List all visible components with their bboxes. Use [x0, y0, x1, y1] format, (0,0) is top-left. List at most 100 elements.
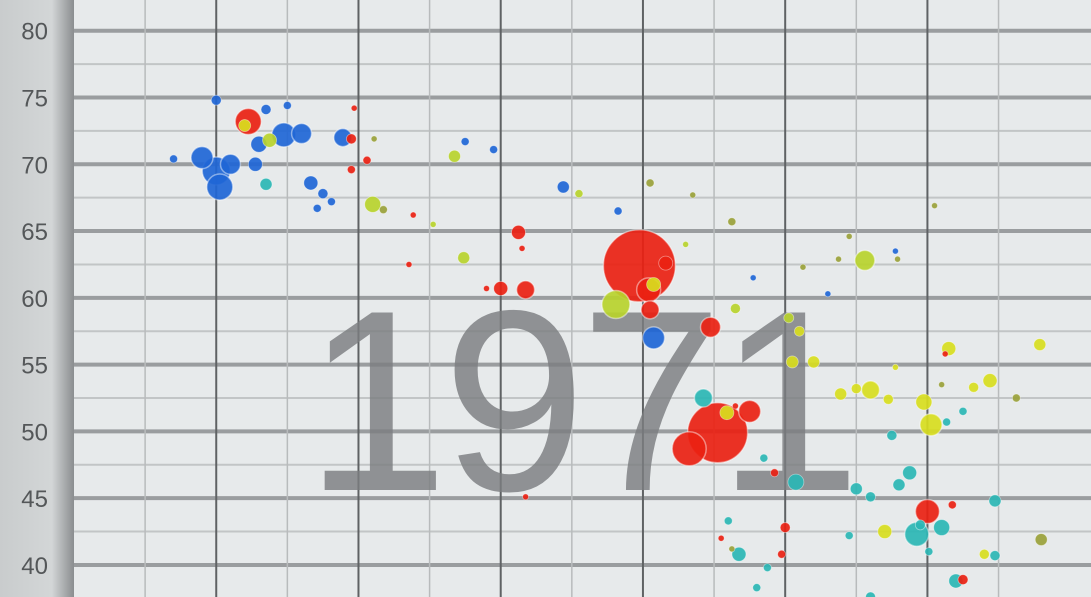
bubble-teal [989, 550, 1001, 561]
bubble-lime [854, 249, 876, 272]
bubble-lime [448, 149, 461, 163]
bubble-blue [247, 156, 263, 172]
bubble-red [914, 498, 941, 525]
bubble-blue [327, 197, 336, 207]
bubble-red [717, 534, 725, 542]
bubble-olive [378, 205, 388, 215]
bubble-teal [933, 519, 951, 536]
bubble-red [947, 500, 957, 510]
y-tick-label: 40 [21, 553, 48, 580]
bubble-red [737, 399, 762, 424]
bubble-red [699, 316, 722, 338]
bubble-teal [844, 531, 854, 540]
bubble-blue [190, 145, 214, 170]
bubble-teal [759, 453, 769, 463]
bubble-red [346, 165, 356, 175]
bubble-yellow [892, 363, 899, 371]
bubble-yellow [238, 119, 252, 132]
bubble-olive [728, 545, 736, 553]
bubble-red [518, 245, 526, 252]
bubble-red [770, 468, 779, 478]
bubble-red [515, 280, 536, 300]
bubble-teal [763, 563, 772, 573]
bubble-red [671, 431, 707, 467]
y-tick-label: 70 [21, 152, 48, 179]
bubble-lime [457, 251, 471, 265]
bubble-blue [641, 326, 666, 350]
bubble-yellow [915, 393, 933, 411]
bubble-olive [1011, 393, 1021, 403]
bubble-yellow [646, 277, 662, 292]
bubble-red [732, 402, 739, 410]
bubble-teal [892, 478, 906, 492]
year-label: 1971 [305, 256, 855, 545]
bubble-red [779, 522, 791, 533]
bubble-teal [849, 482, 863, 496]
bubble-olive [845, 232, 853, 240]
bubble-blue [260, 104, 272, 115]
bubble-red [640, 300, 660, 320]
bubble-yellow [794, 325, 805, 337]
bubble-lime [262, 132, 277, 148]
y-tick-label: 60 [21, 286, 48, 313]
bubble-blue [824, 290, 832, 298]
bubble-blue [210, 94, 222, 106]
bubble-lime [682, 241, 690, 248]
bubble-yellow [919, 412, 943, 437]
bubble-red [777, 549, 787, 559]
bubble-blue [317, 188, 329, 200]
y-axis-strip [0, 0, 74, 597]
bubble-red [511, 224, 526, 240]
bubble-olive [894, 255, 901, 263]
bubble-olive [931, 202, 938, 210]
bubble-red [658, 255, 674, 271]
bubble-teal [752, 583, 762, 593]
bubble-teal [886, 429, 898, 441]
bubble-red [957, 574, 969, 586]
y-tick-label: 75 [21, 85, 48, 112]
bubble-blue [460, 137, 470, 146]
bubble-yellow [877, 524, 893, 539]
bubble-teal [723, 516, 733, 526]
bubble-blue [312, 203, 322, 213]
bubble-yellow [860, 380, 881, 400]
bubbles [169, 94, 1048, 597]
bubble-blue [892, 247, 899, 255]
bubble-red [350, 104, 358, 112]
bubble-yellow [719, 405, 735, 421]
bubble-olive [645, 178, 655, 188]
bubble-teal [902, 465, 918, 481]
grid [74, 0, 1091, 597]
bubble-lime [783, 312, 795, 324]
bubble-teal [958, 406, 968, 416]
bubble-teal [731, 546, 747, 562]
bubble-red [941, 350, 949, 358]
bubble-blue [282, 101, 292, 110]
bubble-red [409, 211, 417, 219]
y-tick-label: 65 [21, 219, 48, 246]
bubble-yellow [785, 355, 799, 369]
bubble-red [493, 281, 509, 296]
bubble-red [405, 261, 413, 268]
bubble-lime [730, 303, 741, 314]
y-tick-label: 80 [21, 19, 48, 46]
bubble-blue [613, 206, 623, 216]
bubble-yellow [882, 393, 894, 405]
bubble-yellow [850, 383, 862, 395]
bubble-teal [259, 177, 273, 191]
bubble-olive [799, 263, 807, 271]
bubble-blue [169, 154, 178, 164]
bubble-blue [219, 153, 242, 176]
y-tick-label: 45 [21, 486, 48, 513]
bubble-blue [290, 122, 313, 145]
bubble-teal [914, 519, 926, 531]
bubble-olive [1034, 533, 1048, 546]
bubble-yellow [1033, 338, 1047, 351]
y-tick-label: 50 [21, 419, 48, 446]
bubble-lime [364, 195, 382, 213]
bubble-olive [370, 135, 378, 143]
bubble-teal [787, 473, 805, 491]
bubble-blue [556, 180, 570, 194]
